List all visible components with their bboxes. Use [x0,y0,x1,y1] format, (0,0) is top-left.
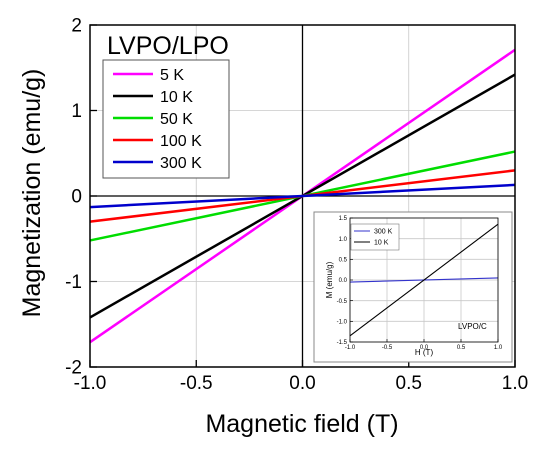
inset-series [349,223,499,337]
y-tick-label: -1.0 [337,319,348,325]
y-tick-label: 1.5 [339,216,348,222]
series-line-10k [349,223,499,337]
x-tick-label: 0.0 [420,345,429,351]
y-tick-label: 0.0 [339,278,348,284]
main-legend: 5 K 10 K 50 K 100 K 300 K [113,67,202,172]
inset-legend: 300 K 10 K [354,229,393,247]
main-series [89,48,516,344]
y-tick-label: -0.5 [337,299,348,305]
main-ticks [89,24,516,368]
x-tick-label: -0.5 [180,373,213,394]
inset-tick-labels: -1.0 -0.5 0.0 0.5 1.0-1.5-1.0-0.50.00.51.01.… [337,216,503,351]
main-y-axis-label: Magnetization (emu/g) [18,69,46,318]
x-tick-label: -0.5 [382,345,393,351]
inset-x-axis-label: H (T) [415,348,434,357]
series-line-300k [89,183,516,209]
y-tick-label: 1.0 [339,237,348,243]
x-tick-label: -1.0 [345,345,356,351]
y-tick-label: -1 [65,272,82,293]
inset-chart-title: LVPO/C [458,322,487,331]
y-tick-label: -1.5 [337,340,348,346]
main-chart-title: LVPO/LPO [107,32,229,60]
legend-label: 50 K [160,111,193,128]
x-tick-label: 0.5 [396,373,422,394]
x-tick-label: 1.0 [502,373,528,394]
y-tick-label: -2 [65,358,82,379]
legend-label: 10 K [160,89,193,106]
x-tick-label: 1.0 [494,345,503,351]
legend-label: 300 K [160,155,202,172]
inset-y-axis-label: M (emu/g) [325,261,334,298]
main-tick-labels: -1.0 -0.5 0.0 0.5 1.0 -2 -1 0 1 2 [65,16,528,394]
legend-label: 10 K [374,240,389,247]
y-tick-label: 0 [71,187,82,208]
legend-label: 5 K [160,67,184,84]
main-x-axis-label: Magnetic field (T) [205,410,398,438]
x-tick-label: 0.5 [457,345,466,351]
legend-label: 100 K [160,133,202,150]
main-legend-box [102,59,230,179]
inset-panel [313,211,513,363]
y-tick-label: 1 [71,101,82,122]
x-tick-label: -1.0 [74,373,107,394]
inset-legend-box [350,223,400,251]
legend-label: 300 K [374,229,393,236]
y-tick-label: 2 [71,16,82,37]
x-tick-label: 0.0 [289,373,315,394]
y-tick-label: 0.5 [339,257,348,263]
